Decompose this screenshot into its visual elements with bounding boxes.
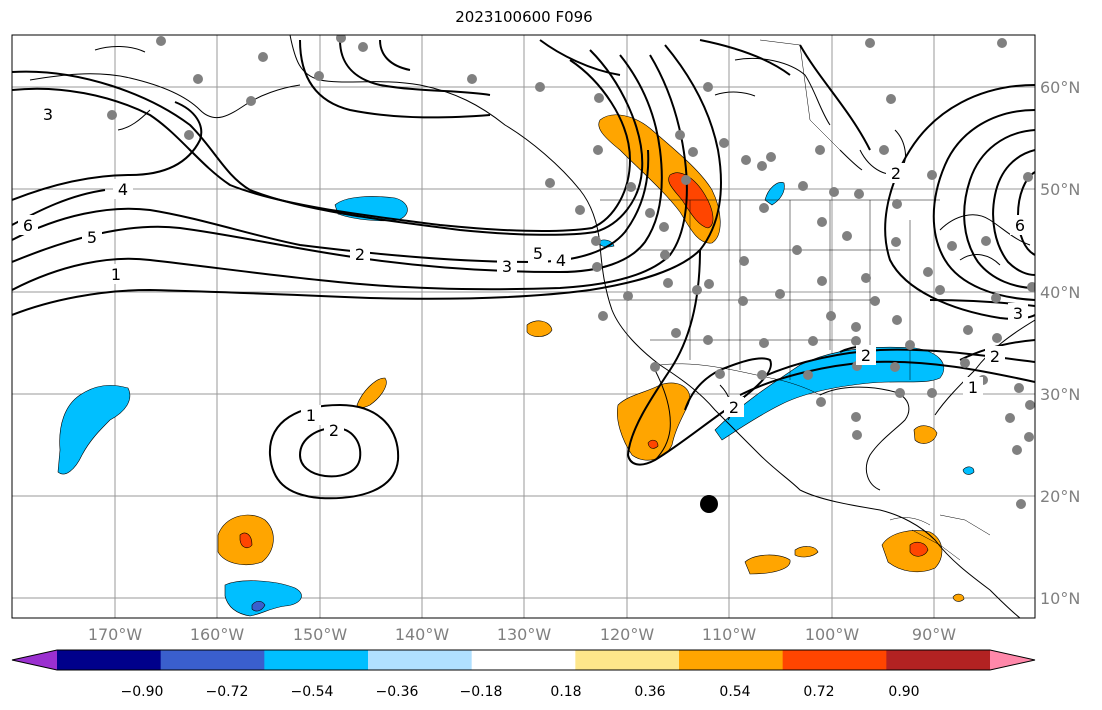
lat-tick-label: 30°N [1040,385,1080,404]
colorbar-outline [11,649,1036,671]
lat-tick-label: 10°N [1040,589,1080,608]
colorbar-segment [160,650,265,670]
contour-label: 6 [23,216,33,235]
colorbar-tick-label: −0.90 [121,684,164,700]
contour-label: 1 [968,378,978,397]
colorbar-segment [886,650,991,670]
colorbar-extend-min [12,650,57,670]
map-title: 2023100600 F096 [455,8,593,26]
colorbar-segment [679,650,784,670]
contour-label: 5 [533,244,543,263]
contour-label: 6 [1015,216,1025,235]
colorbar-segment [57,650,162,670]
contour-label: 1 [111,265,121,284]
lat-tick-label: 20°N [1040,487,1080,506]
colorbar-tick-label: 0.72 [803,684,834,700]
lon-tick-label: 120°W [600,625,655,644]
contour-label: 3 [1013,304,1023,323]
colorbar-ticks: −0.90 −0.72 −0.54 −0.36 −0.18 0.18 0.36 … [121,684,920,700]
colorbar-segment [264,650,369,670]
contour-label: 5 [87,228,97,247]
colorbar-segment [782,650,887,670]
contour-label: 2 [329,421,339,440]
contour-label: 4 [556,251,566,270]
lon-tick-label: 150°W [293,625,348,644]
longitude-axis: 170°W 160°W 150°W 140°W 130°W 120°W 110°… [88,625,956,644]
contour-label: 4 [118,180,128,199]
colorbar-segment [368,650,473,670]
colorbar-tick-label: −0.72 [206,684,249,700]
colorbar [11,649,1036,671]
lat-tick-label: 50°N [1040,180,1080,199]
colorbar-tick-label: −0.18 [460,684,503,700]
station-markers [107,35,1035,509]
lon-tick-label: 90°W [912,625,956,644]
contour-label: 3 [43,105,53,124]
location-marker [700,495,718,513]
contour-label: 2 [355,245,365,264]
colorbar-tick-label: −0.54 [291,684,334,700]
political-borders [600,39,991,561]
colorbar-segment [575,650,680,670]
contour-label: 2 [861,346,871,365]
colorbar-tick-label: 0.90 [888,684,919,700]
colorbar-tick-label: 0.54 [719,684,750,700]
contour-label-group: 3 4 6 5 1 2 3 5 4 1 2 2 6 3 2 1 2 2 [18,104,1030,440]
lon-tick-label: 160°W [190,625,245,644]
latitude-axis: 60°N 50°N 40°N 30°N 20°N 10°N [1040,78,1080,608]
lon-tick-label: 170°W [88,625,143,644]
contour-label: 2 [990,347,1000,366]
map-frame [11,34,1036,619]
lat-tick-label: 40°N [1040,283,1080,302]
lon-tick-label: 100°W [805,625,860,644]
contour-label: 1 [306,406,316,425]
coastlines [29,35,1035,618]
lat-tick-label: 60°N [1040,78,1080,97]
contour-label: 2 [891,164,901,183]
contour-label: 3 [502,257,512,276]
colorbar-tick-label: 0.36 [634,684,665,700]
colorbar-tick-label: 0.18 [550,684,581,700]
colorbar-segment [471,650,576,670]
lon-tick-label: 130°W [497,625,552,644]
lon-tick-label: 140°W [395,625,450,644]
graticule [12,35,1035,618]
colorbar-tick-label: −0.36 [376,684,419,700]
contour-label: 2 [729,398,739,417]
lon-tick-label: 110°W [702,625,757,644]
colorbar-extend-max [990,650,1035,670]
